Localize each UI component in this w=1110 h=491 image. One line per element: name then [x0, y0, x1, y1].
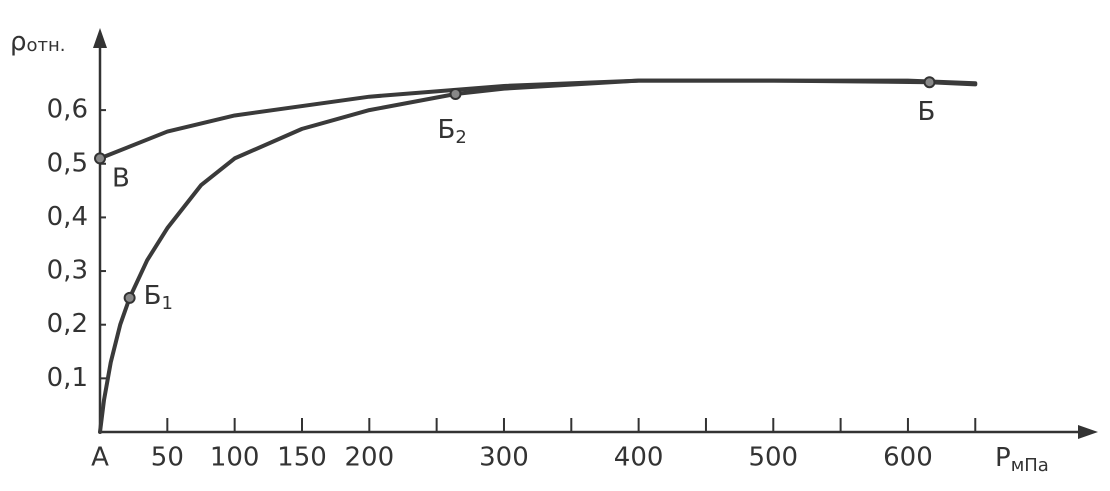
point-label-text: Б [144, 280, 162, 310]
point-label-sub: 1 [161, 293, 172, 314]
y-tick-label: 0,4 [47, 202, 88, 232]
curve [98, 78, 978, 161]
y-tick-label: 0,3 [47, 256, 88, 286]
point-marker [449, 88, 462, 101]
x-tick-label: 50 [151, 443, 184, 473]
point-label: В [112, 163, 130, 193]
point-label: Б1 [144, 280, 173, 314]
x-tick-label: А [91, 443, 109, 473]
point-label: Б [917, 97, 935, 127]
y-tick-label: 0,1 [47, 363, 88, 393]
y-axis-label: ρотн. [10, 27, 66, 57]
y-tick-label: 0,6 [47, 95, 88, 125]
x-tick-label: 200 [344, 443, 394, 473]
y-label-sub: отн. [27, 35, 66, 56]
x-tick-label: 150 [277, 443, 327, 473]
x-axis-arrow [1078, 425, 1098, 439]
x-tick-label: 600 [883, 443, 933, 473]
y-tick-label: 0,2 [47, 309, 88, 339]
point-marker [123, 291, 136, 304]
x-tick-label: 100 [210, 443, 260, 473]
y-axis-arrow [93, 28, 107, 48]
x-tick-label: 300 [479, 443, 529, 473]
x-label-main: P [995, 443, 1011, 473]
y-label-main: ρ [10, 27, 27, 57]
point-label-text: В [112, 163, 130, 193]
x-tick-label: 400 [614, 443, 664, 473]
point-marker [923, 76, 936, 89]
x-axis-label: PмПа [995, 443, 1049, 477]
curve [98, 78, 978, 434]
point-marker [94, 152, 106, 165]
point-label-sub: 2 [455, 127, 466, 148]
point-label-text: Б [437, 115, 455, 145]
x-tick-label: 500 [748, 443, 798, 473]
point-label: Б2 [437, 115, 466, 149]
y-tick-label: 0,5 [47, 148, 88, 178]
point-label-text: Б [917, 97, 935, 127]
x-label-sub: мПа [1011, 455, 1049, 476]
